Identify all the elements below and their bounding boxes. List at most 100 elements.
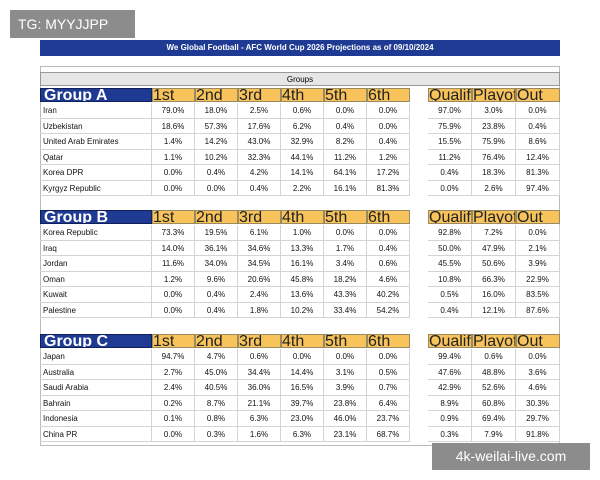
qualify-odds: 99.4% <box>428 349 472 365</box>
position-odds: 0.6% <box>367 256 410 272</box>
qualify-odds: 97.0% <box>428 103 472 119</box>
qualify-odds: 0.4% <box>516 118 560 134</box>
column-header: Playoffs <box>472 334 516 348</box>
position-odds: 0.4% <box>367 240 410 256</box>
position-odds: 10.2% <box>195 149 238 165</box>
position-odds: 6.3% <box>238 411 281 427</box>
column-header: 2nd <box>195 88 238 102</box>
position-odds: 43.0% <box>238 134 281 150</box>
position-odds: 3.1% <box>324 364 367 380</box>
position-odds: 79.0% <box>152 103 195 119</box>
column-header: Qualify <box>428 210 472 224</box>
position-odds: 13.6% <box>281 287 324 303</box>
position-odds: 45.0% <box>195 364 238 380</box>
qualify-odds: 48.8% <box>472 364 516 380</box>
qualify-odds: 75.9% <box>428 118 472 134</box>
position-odds: 16.1% <box>281 256 324 272</box>
team-name: Palestine <box>40 302 152 318</box>
qualify-odds: 0.0% <box>516 225 560 241</box>
column-header: 4th <box>281 88 324 102</box>
position-odds: 4.6% <box>367 271 410 287</box>
column-header: Out <box>516 88 560 102</box>
qualify-odds: 3.9% <box>516 256 560 272</box>
position-odds: 1.2% <box>367 149 410 165</box>
position-odds: 0.0% <box>324 349 367 365</box>
column-header: Out <box>516 210 560 224</box>
team-name: Korea Republic <box>40 225 152 241</box>
qualify-odds: 23.8% <box>472 118 516 134</box>
position-odds: 2.4% <box>238 287 281 303</box>
position-odds: 8.7% <box>195 395 238 411</box>
column-header: Playoffs <box>472 88 516 102</box>
qualify-odds: 50.0% <box>428 240 472 256</box>
column-header: 2nd <box>195 334 238 348</box>
position-odds: 14.0% <box>152 240 195 256</box>
qualify-odds: 3.6% <box>516 364 560 380</box>
position-odds: 14.4% <box>281 364 324 380</box>
qualify-odds: 10.8% <box>428 271 472 287</box>
position-odds: 0.0% <box>367 103 410 119</box>
qualify-odds: 12.4% <box>516 149 560 165</box>
team-name: Bahrain <box>40 395 152 411</box>
position-odds: 39.7% <box>281 395 324 411</box>
position-odds: 0.4% <box>195 302 238 318</box>
position-odds: 2.5% <box>238 103 281 119</box>
groups-header: Groups <box>40 72 560 86</box>
team-name: Iraq <box>40 240 152 256</box>
qualify-odds: 2.1% <box>516 240 560 256</box>
position-odds: 0.7% <box>367 380 410 396</box>
qualify-odds: 3.0% <box>472 103 516 119</box>
position-odds: 23.1% <box>324 426 367 442</box>
position-odds: 11.6% <box>152 256 195 272</box>
qualify-odds: 2.6% <box>472 180 516 196</box>
position-odds: 40.2% <box>367 287 410 303</box>
position-odds: 73.3% <box>152 225 195 241</box>
group-name: Group C <box>40 334 152 348</box>
qualify-odds: 91.8% <box>516 426 560 442</box>
position-odds: 68.7% <box>367 426 410 442</box>
position-odds: 46.0% <box>324 411 367 427</box>
position-odds: 0.0% <box>152 302 195 318</box>
team-name: China PR <box>40 426 152 442</box>
tag-overlay: TG: MYYJJPP <box>10 10 135 38</box>
position-odds: 6.2% <box>281 118 324 134</box>
team-name: Kuwait <box>40 287 152 303</box>
column-header: 5th <box>324 210 367 224</box>
position-odds: 14.2% <box>195 134 238 150</box>
qualify-odds: 29.7% <box>516 411 560 427</box>
position-odds: 0.0% <box>324 103 367 119</box>
group-name: Group A <box>40 88 152 102</box>
position-odds: 94.7% <box>152 349 195 365</box>
position-odds: 9.6% <box>195 271 238 287</box>
qualify-odds: 11.2% <box>428 149 472 165</box>
team-name: Saudi Arabia <box>40 380 152 396</box>
team-name: United Arab Emirates <box>40 134 152 150</box>
team-name: Japan <box>40 349 152 365</box>
position-odds: 0.0% <box>367 225 410 241</box>
column-header: 5th <box>324 334 367 348</box>
team-name: Australia <box>40 364 152 380</box>
position-odds: 64.1% <box>324 165 367 181</box>
position-odds: 45.8% <box>281 271 324 287</box>
qualify-odds: 0.4% <box>428 302 472 318</box>
position-odds: 4.2% <box>238 165 281 181</box>
position-odds: 23.8% <box>324 395 367 411</box>
position-odds: 0.8% <box>195 411 238 427</box>
qualify-odds: 7.2% <box>472 225 516 241</box>
column-header: 2nd <box>195 210 238 224</box>
position-odds: 1.6% <box>238 426 281 442</box>
position-odds: 0.4% <box>238 180 281 196</box>
team-name: Jordan <box>40 256 152 272</box>
position-odds: 32.9% <box>281 134 324 150</box>
position-odds: 18.2% <box>324 271 367 287</box>
qualify-odds: 50.6% <box>472 256 516 272</box>
position-odds: 0.4% <box>195 287 238 303</box>
position-odds: 34.0% <box>195 256 238 272</box>
qualify-odds: 12.1% <box>472 302 516 318</box>
position-odds: 2.4% <box>152 380 195 396</box>
position-odds: 19.5% <box>195 225 238 241</box>
column-header: 5th <box>324 88 367 102</box>
column-header: 6th <box>367 210 410 224</box>
position-odds: 54.2% <box>367 302 410 318</box>
qualify-odds: 66.3% <box>472 271 516 287</box>
